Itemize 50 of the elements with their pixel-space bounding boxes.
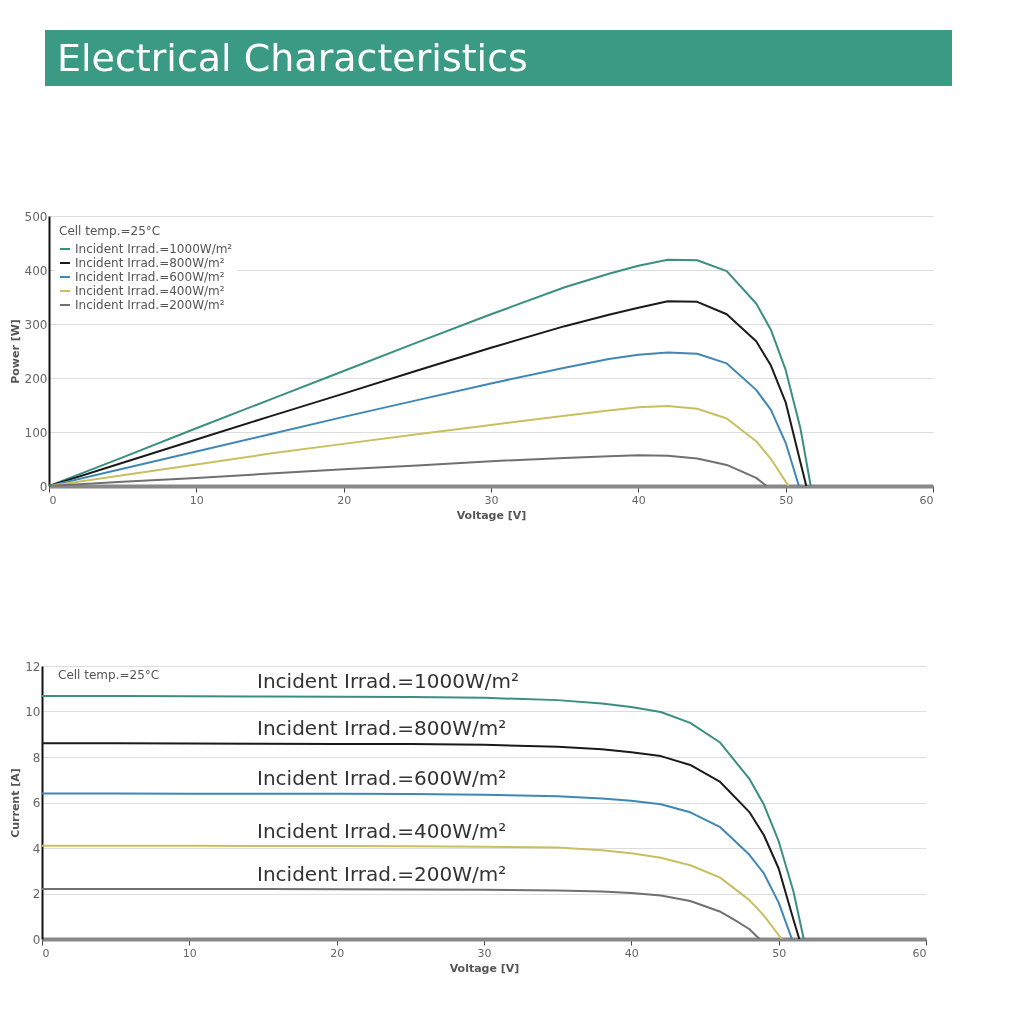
x-tick-label: 20 [337,493,352,507]
x-tick-label: 20 [330,946,345,960]
x-tick-label: 30 [477,946,492,960]
y-axis-title: Power [W] [8,319,22,384]
y-axis-title: Current [A] [9,768,23,838]
legend-title: Cell temp.=25°C [59,224,161,238]
x-tick-label: 60 [912,946,927,960]
line-series [42,887,761,939]
x-tick-label: 10 [182,946,197,960]
y-tick-label: 100 [24,425,48,440]
x-tick-label: 0 [49,493,57,507]
legend-label: Incident Irrad.=800W/m² [75,256,225,270]
y-tick-label: 400 [24,263,48,278]
x-tick-label: 60 [919,493,934,507]
x-tick-label: 40 [631,493,646,507]
legend-label: Incident Irrad.=1000W/m² [75,242,233,256]
x-axis-title: Voltage [V] [456,508,527,522]
x-tick-label: 50 [772,946,787,960]
series-label: Incident Irrad.=600W/m² [257,766,507,791]
y-tick-label: 2 [32,887,41,901]
y-tick-label: 500 [24,209,48,224]
y-tick-label: 6 [32,796,41,810]
x-tick-label: 10 [189,493,204,507]
series-label: Incident Irrad.=1000W/m² [257,669,519,694]
legend-label: Incident Irrad.=600W/m² [75,270,225,284]
y-tick-label: 300 [24,317,48,332]
annotation: Cell temp.=25°C [58,668,160,682]
legend-label: Incident Irrad.=200W/m² [75,298,225,312]
x-tick-label: 30 [484,493,499,507]
line-series [42,844,783,939]
series-label: Incident Irrad.=800W/m² [257,716,507,741]
x-tick-label: 50 [779,493,794,507]
series-label: Incident Irrad.=200W/m² [257,861,507,886]
x-tick-label: 40 [624,946,639,960]
y-tick-label: 200 [24,371,48,386]
chart-title: Electrical Characteristics [45,30,952,86]
y-tick-label: 0 [39,479,48,494]
y-tick-label: 12 [25,659,41,674]
line-series [49,405,790,486]
y-tick-label: 0 [32,932,41,947]
y-tick-label: 10 [25,705,41,719]
y-tick-label: 8 [32,750,41,765]
line-series [49,351,800,486]
line-series [42,695,805,939]
line-series [49,454,768,486]
series-label: Incident Irrad.=400W/m² [257,818,507,843]
legend-label: Incident Irrad.=400W/m² [75,284,225,298]
y-tick-label: 4 [32,841,41,856]
line-series [42,792,793,939]
x-axis-title: Voltage [V] [449,961,520,975]
